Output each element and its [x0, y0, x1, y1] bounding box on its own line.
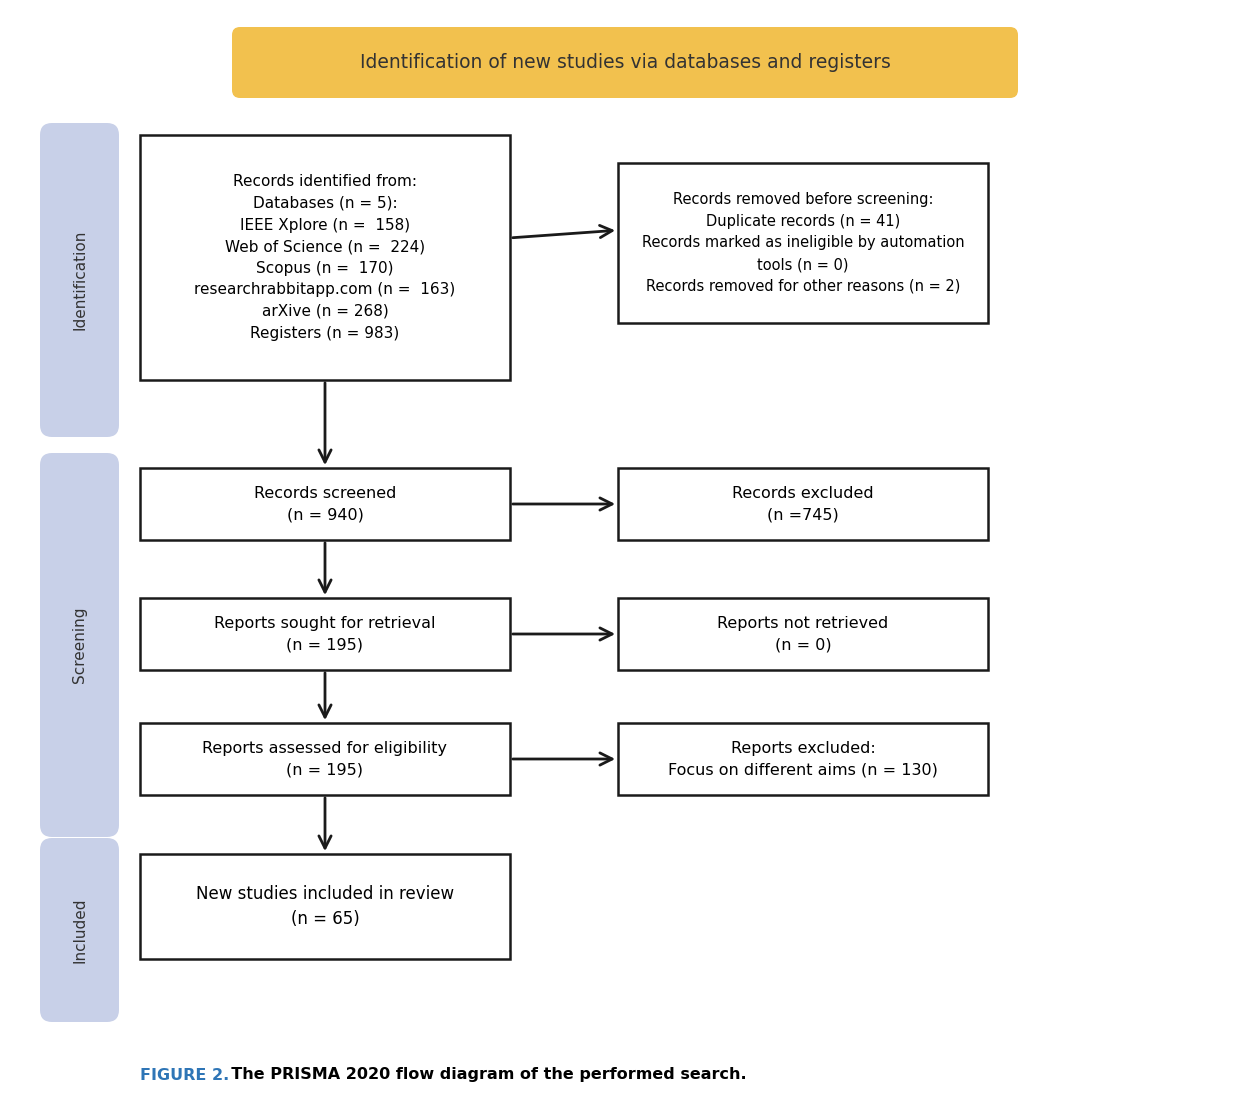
FancyBboxPatch shape [140, 854, 510, 959]
FancyBboxPatch shape [140, 723, 510, 795]
FancyBboxPatch shape [140, 468, 510, 540]
Text: Included: Included [72, 898, 88, 963]
FancyBboxPatch shape [140, 135, 510, 380]
FancyBboxPatch shape [618, 163, 988, 323]
Text: Reports excluded:
Focus on different aims (n = 130): Reports excluded: Focus on different aim… [668, 741, 938, 777]
FancyBboxPatch shape [618, 723, 988, 795]
Text: Records removed before screening:
Duplicate records (n = 41)
Records marked as i: Records removed before screening: Duplic… [641, 192, 964, 294]
Text: Reports not retrieved
(n = 0): Reports not retrieved (n = 0) [718, 616, 889, 652]
FancyBboxPatch shape [40, 838, 119, 1022]
Text: Identification: Identification [72, 230, 88, 330]
Text: Records identified from:
Databases (n = 5):
IEEE Xplore (n =  158)
Web of Scienc: Records identified from: Databases (n = … [195, 174, 455, 341]
Text: Reports assessed for eligibility
(n = 195): Reports assessed for eligibility (n = 19… [202, 741, 448, 777]
Text: Screening: Screening [72, 607, 88, 683]
FancyBboxPatch shape [232, 27, 1017, 98]
Text: Reports sought for retrieval
(n = 195): Reports sought for retrieval (n = 195) [214, 616, 436, 652]
Text: Records excluded
(n =745): Records excluded (n =745) [732, 485, 874, 522]
FancyBboxPatch shape [140, 598, 510, 670]
FancyBboxPatch shape [40, 453, 119, 837]
FancyBboxPatch shape [618, 468, 988, 540]
FancyBboxPatch shape [40, 123, 119, 437]
Text: Identification of new studies via databases and registers: Identification of new studies via databa… [360, 53, 890, 72]
FancyBboxPatch shape [618, 598, 988, 670]
Text: The PRISMA 2020 flow diagram of the performed search.: The PRISMA 2020 flow diagram of the perf… [220, 1068, 746, 1082]
Text: New studies included in review
(n = 65): New studies included in review (n = 65) [196, 884, 454, 928]
Text: Records screened
(n = 940): Records screened (n = 940) [254, 485, 396, 522]
Text: FIGURE 2.: FIGURE 2. [140, 1068, 229, 1082]
